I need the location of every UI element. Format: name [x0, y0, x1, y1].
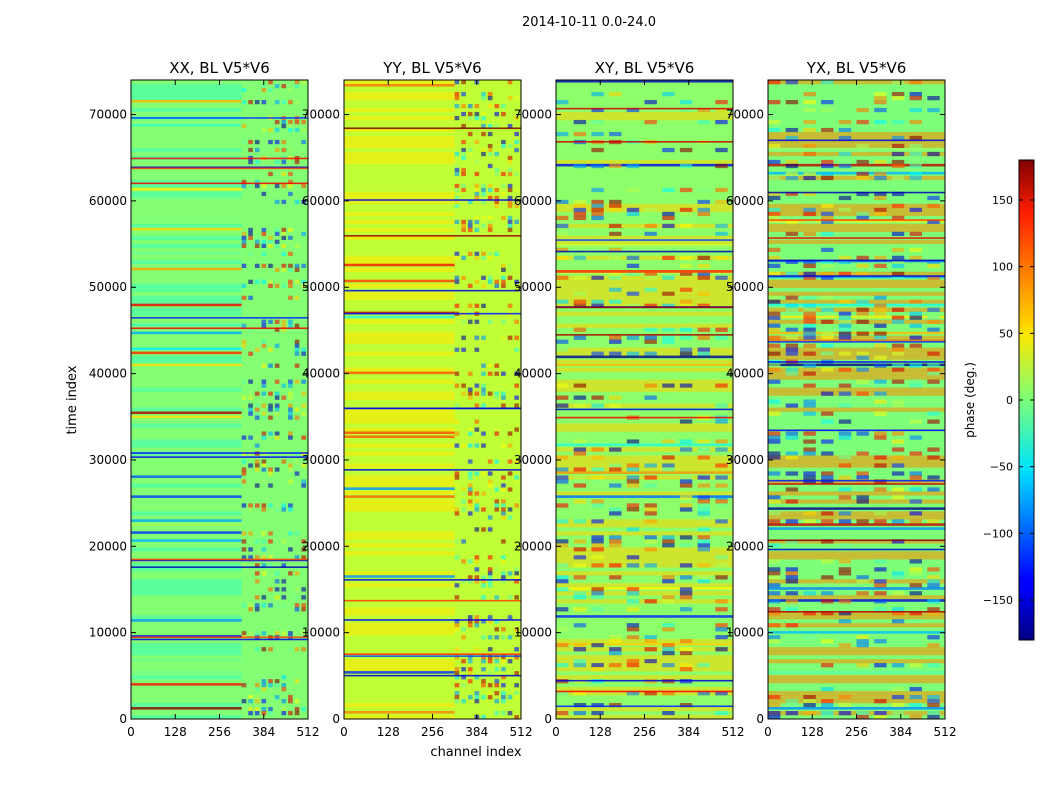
y-tick-label: 40000 — [89, 367, 127, 381]
x-tick-label: 384 — [465, 725, 488, 739]
x-tick-label: 128 — [164, 725, 187, 739]
y-tick-label: 0 — [332, 712, 340, 726]
x-axis-label: channel index — [430, 745, 521, 760]
colorbar: 150 100 50 0 −50 −100 −150 — [983, 159, 1035, 641]
y-tick-label: 20000 — [726, 539, 764, 553]
colorbar-tick-label: 50 — [999, 327, 1013, 340]
x-tick-label: 384 — [252, 725, 275, 739]
y-tick-label: 70000 — [514, 108, 552, 122]
figure-suptitle: 2014-10-11 0.0-24.0 — [522, 15, 656, 30]
panel-title: XX, BL V5*V6 — [169, 59, 270, 77]
y-tick-label: 60000 — [89, 194, 127, 208]
y-tick-label: 10000 — [302, 626, 340, 640]
x-tick-label: 512 — [510, 725, 533, 739]
x-tick-label: 384 — [889, 725, 912, 739]
panel-title: YY, BL V5*V6 — [382, 59, 481, 77]
y-tick-label: 30000 — [726, 453, 764, 467]
y-tick-label: 50000 — [726, 280, 764, 294]
y-tick-label: 50000 — [514, 280, 552, 294]
y-tick-label: 70000 — [89, 108, 127, 122]
y-tick-label: 60000 — [726, 194, 764, 208]
y-tick-label: 20000 — [89, 539, 127, 553]
x-tick-label: 128 — [589, 725, 612, 739]
y-tick-label: 50000 — [89, 280, 127, 294]
y-axis-label: time index — [65, 365, 80, 434]
y-tick-label: 30000 — [514, 453, 552, 467]
x-tick-label: 0 — [552, 725, 560, 739]
panel-title: YX, BL V5*V6 — [806, 59, 907, 77]
x-tick-label: 128 — [801, 725, 824, 739]
y-tick-label: 0 — [544, 712, 552, 726]
panel-4: YX, BL V5*V6 0 128 256 384 512 0 10000 20000 3000… — [726, 59, 957, 739]
y-tick-label: 10000 — [514, 626, 552, 640]
x-tick-label: 0 — [340, 725, 348, 739]
y-tick-label: 60000 — [514, 194, 552, 208]
y-tick-label: 30000 — [302, 453, 340, 467]
colorbar-tick-label: 0 — [1006, 394, 1013, 407]
y-tick-label: 40000 — [514, 367, 552, 381]
panel-3: XY, BL V5*V6 0 128 256 384 512 0 10000 20000 3000… — [514, 59, 745, 739]
heatmap-panels: XX, BL V5*V6 0 128 256 384 512 0 10000 20000 3000… — [89, 59, 957, 739]
y-tick-label: 40000 — [726, 367, 764, 381]
x-tick-label: 512 — [722, 725, 745, 739]
y-tick-label: 20000 — [514, 539, 552, 553]
y-tick-label: 10000 — [726, 626, 764, 640]
colorbar-tick-label: −50 — [990, 461, 1013, 474]
x-tick-label: 384 — [677, 725, 700, 739]
x-tick-label: 0 — [764, 725, 772, 739]
colorbar-tick-label: −150 — [983, 594, 1013, 607]
colorbar-tick-label: 100 — [992, 261, 1013, 274]
panel-1: XX, BL V5*V6 0 128 256 384 512 0 10000 20000 3000… — [89, 59, 320, 739]
colorbar-tick-label: 150 — [992, 194, 1013, 207]
y-tick-label: 30000 — [89, 453, 127, 467]
y-tick-label: 10000 — [89, 626, 127, 640]
x-tick-label: 256 — [633, 725, 656, 739]
x-tick-label: 0 — [127, 725, 135, 739]
x-tick-label: 256 — [421, 725, 444, 739]
x-tick-label: 512 — [934, 725, 957, 739]
y-tick-label: 50000 — [302, 280, 340, 294]
colorbar-label: phase (deg.) — [963, 362, 977, 438]
y-tick-label: 20000 — [302, 539, 340, 553]
y-tick-label: 70000 — [302, 108, 340, 122]
panel-2: YY, BL V5*V6 0 128 256 384 512 0 10000 20000 3000… — [302, 59, 533, 739]
y-tick-label: 40000 — [302, 367, 340, 381]
y-tick-label: 70000 — [726, 108, 764, 122]
colorbar-tick-label: −100 — [983, 527, 1013, 540]
x-tick-label: 256 — [208, 725, 231, 739]
y-tick-label: 0 — [756, 712, 764, 726]
y-tick-label: 60000 — [302, 194, 340, 208]
x-tick-label: 512 — [297, 725, 320, 739]
x-tick-label: 256 — [845, 725, 868, 739]
panel-title: XY, BL V5*V6 — [595, 59, 695, 77]
y-tick-label: 0 — [119, 712, 127, 726]
x-tick-label: 128 — [377, 725, 400, 739]
